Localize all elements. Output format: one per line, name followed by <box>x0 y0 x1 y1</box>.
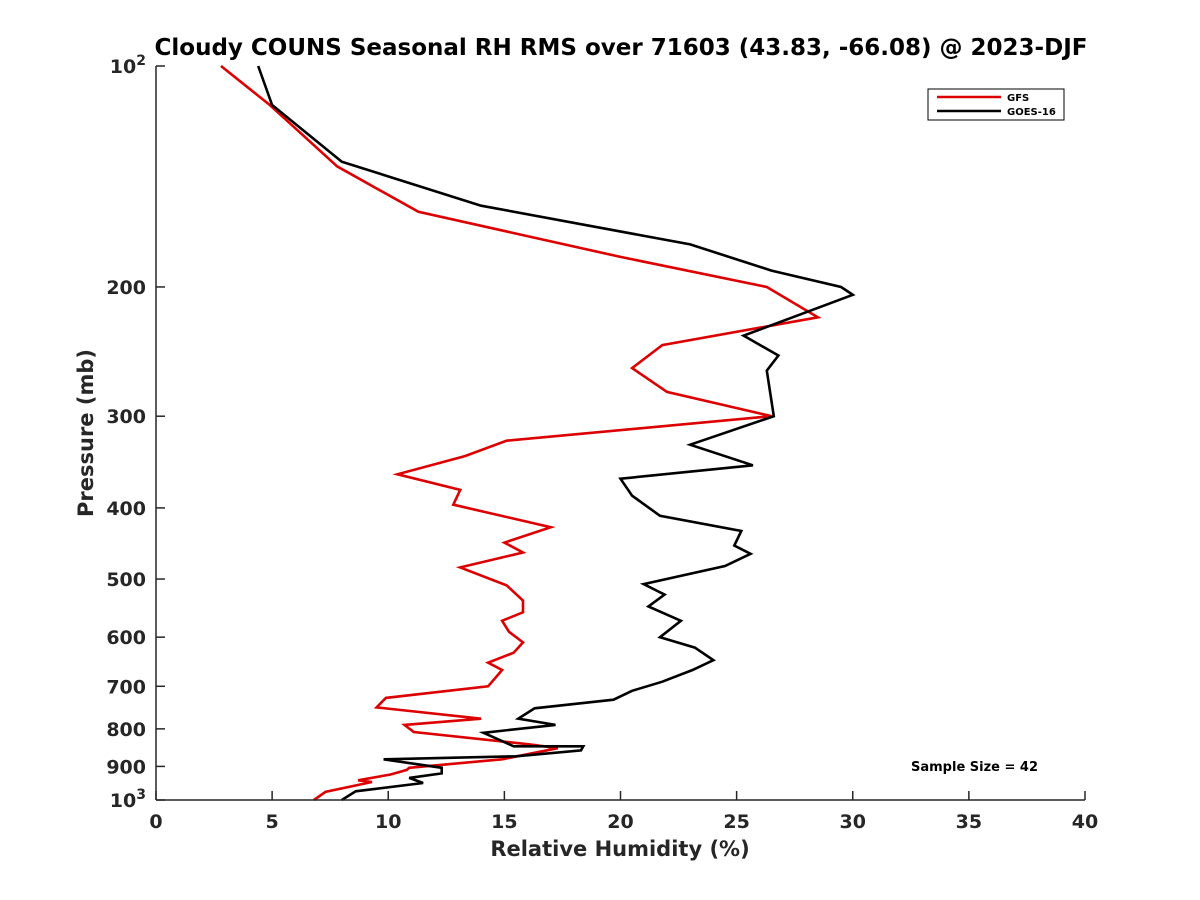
plot-background <box>156 66 1085 800</box>
chart-title: Cloudy COUNS Seasonal RH RMS over 71603 … <box>155 35 1088 61</box>
x-tick-label: 5 <box>266 811 279 833</box>
x-tick-label: 35 <box>956 811 982 833</box>
legend: GFS GOES-16 <box>927 88 1065 121</box>
x-tick-label: 30 <box>840 811 866 833</box>
y-tick-label: 300 <box>106 406 146 428</box>
x-tick-label: 0 <box>149 811 162 833</box>
sample-size-annotation: Sample Size = 42 <box>911 760 1038 775</box>
x-ticks: 0 5 10 15 20 25 30 35 40 <box>149 791 1098 833</box>
y-tick-label: 600 <box>106 627 146 649</box>
y-tick-label: 400 <box>106 498 146 520</box>
y-ticks: 102 200 300 400 500 600 700 800 900 103 <box>106 53 165 812</box>
y-tick-label: 102 <box>110 53 146 78</box>
x-tick-label: 20 <box>607 811 633 833</box>
x-tick-label: 15 <box>491 811 517 833</box>
y-tick-label: 500 <box>106 569 146 591</box>
x-tick-label: 25 <box>723 811 749 833</box>
x-tick-label: 40 <box>1072 811 1098 833</box>
series-layer <box>220 64 856 802</box>
x-tick-label: 10 <box>375 811 401 833</box>
legend-label-goes16: GOES-16 <box>1007 107 1056 118</box>
y-tick-label: 900 <box>106 756 146 778</box>
y-tick-label: 700 <box>106 676 146 698</box>
y-tick-label: 800 <box>106 719 146 741</box>
legend-box <box>927 88 1065 121</box>
y-tick-label: 200 <box>106 277 146 299</box>
legend-label-gfs: GFS <box>1007 93 1029 104</box>
plot-area: 0 5 10 15 20 25 30 35 40 102 200 300 400 500 600 700 80… <box>106 53 1098 833</box>
y-axis-label: Pressure (mb) <box>74 349 98 517</box>
x-axis-label: Relative Humidity (%) <box>490 837 749 861</box>
series-line-goes16 <box>256 65 856 802</box>
y-tick-label: 103 <box>110 787 146 812</box>
